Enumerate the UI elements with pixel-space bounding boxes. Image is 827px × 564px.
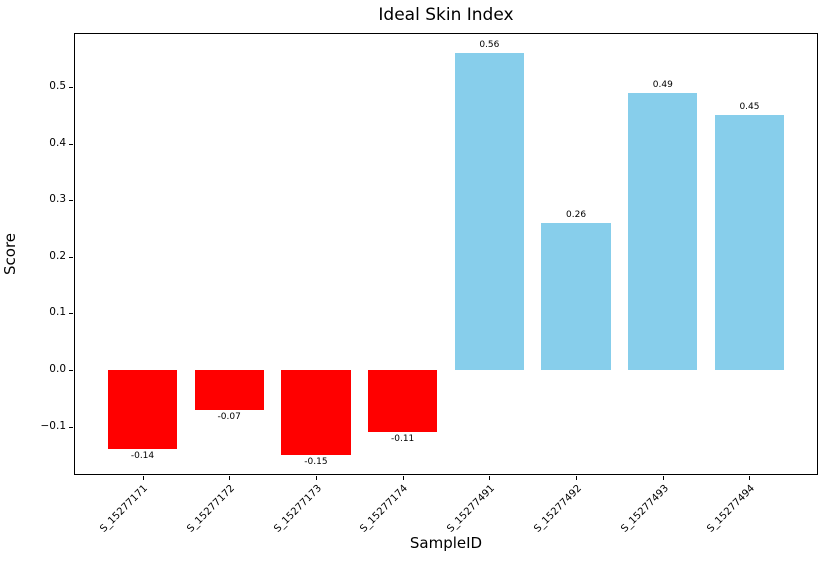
- bar: [628, 92, 698, 370]
- x-tick-mark: [749, 476, 751, 480]
- y-tick-mark: [69, 200, 73, 202]
- bar: [281, 370, 351, 455]
- x-tick-mark: [662, 476, 664, 480]
- bar: [107, 370, 178, 450]
- y-tick-label: 0.0: [49, 363, 66, 376]
- x-tick-label: S_15277172: [185, 483, 237, 535]
- x-tick-mark: [229, 476, 231, 480]
- x-tick-label: S_15277493: [618, 483, 671, 535]
- x-tick-label: S_15277174: [358, 483, 411, 535]
- x-tick-label: S_15277491: [445, 483, 498, 535]
- bar-value-label: -0.11: [390, 434, 415, 445]
- bar: [367, 370, 438, 433]
- y-tick-mark: [69, 313, 73, 315]
- y-tick-mark: [69, 143, 73, 145]
- bar-value-label: -0.14: [130, 451, 155, 462]
- x-tick-label: S_15277171: [98, 483, 151, 535]
- y-tick-label: −0.1: [40, 419, 67, 432]
- x-tick-label: S_15277492: [532, 483, 584, 535]
- x-axis-label: SampleID: [409, 534, 483, 552]
- x-tick-mark: [576, 476, 578, 480]
- y-tick-mark: [69, 426, 73, 428]
- y-tick-label: 0.1: [49, 306, 66, 319]
- bar-value-label: 0.49: [652, 79, 673, 90]
- plot-area: [74, 33, 818, 475]
- bar-value-label: -0.07: [217, 411, 241, 422]
- chart-title: Ideal Skin Index: [378, 5, 514, 25]
- bar-value-label: -0.15: [304, 456, 328, 467]
- bar: [714, 115, 785, 371]
- x-tick-mark: [315, 476, 317, 480]
- x-tick-label: S_15277494: [705, 483, 758, 535]
- bar: [454, 53, 525, 370]
- bar-value-label: 0.26: [566, 209, 587, 220]
- bar: [541, 222, 611, 370]
- y-tick-label: 0.2: [49, 249, 66, 262]
- y-tick-label: 0.3: [49, 193, 66, 206]
- bar-value-label: 0.56: [479, 40, 500, 51]
- y-tick-label: 0.4: [49, 136, 66, 149]
- x-tick-mark: [402, 476, 404, 480]
- y-tick-mark: [69, 87, 73, 89]
- x-tick-mark: [142, 476, 144, 480]
- y-tick-label: 0.5: [49, 80, 66, 93]
- x-tick-mark: [489, 476, 491, 480]
- x-tick-label: S_15277173: [271, 483, 324, 535]
- y-tick-mark: [69, 370, 73, 372]
- y-tick-mark: [69, 256, 73, 258]
- bar: [194, 370, 264, 410]
- bar-value-label: 0.45: [739, 102, 760, 113]
